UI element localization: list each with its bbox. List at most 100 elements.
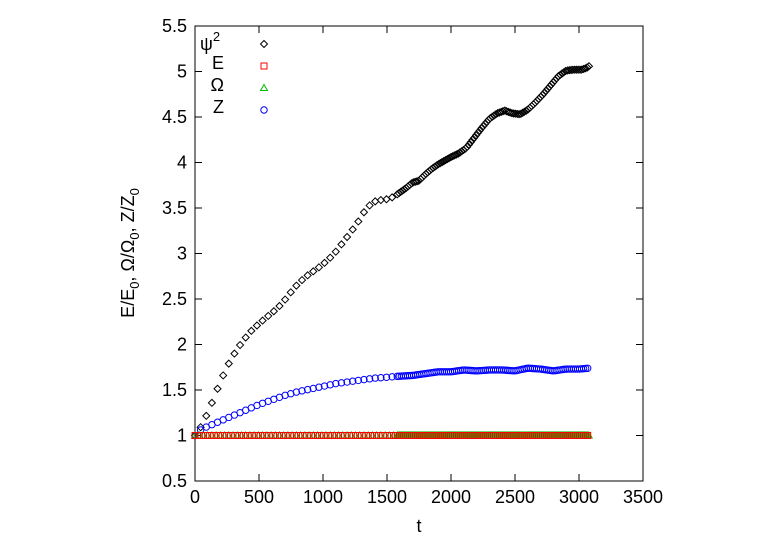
legend-marker-z [260,106,268,114]
data-point [269,307,279,316]
plot-frame [194,25,644,482]
data-point [288,432,296,439]
data-point [452,150,461,159]
data-point [455,148,465,157]
data-point [280,295,290,304]
data-point [337,379,346,387]
data-point [412,177,422,186]
data-point [230,349,239,358]
data-point [292,432,300,439]
data-point [264,311,273,321]
x-tick-label: 500 [244,487,274,507]
data-point [252,321,262,330]
data-point [381,432,389,439]
data-point [548,78,558,87]
legend-marker-e [260,62,268,70]
data-point [581,64,590,73]
data-point [486,113,495,123]
data-point [271,432,279,439]
data-point [235,340,245,350]
data-point [518,108,527,117]
data-point [195,432,203,439]
legend-marker-omega [259,83,269,91]
legend-label-psi2: ψ2 [200,29,220,54]
data-point [382,373,391,381]
x-tick-label: 2500 [495,487,535,507]
data-point [267,432,275,439]
data-point [547,80,556,89]
data-point [320,382,329,390]
data-point [539,88,549,98]
data-point [250,432,258,439]
data-point [554,71,563,81]
data-point [348,225,357,234]
data-point [212,432,220,439]
legend-symbol [259,39,269,49]
data-point [373,432,381,439]
x-tick-label: 3500 [623,487,663,507]
y-tick-label: 3 [177,244,187,264]
data-point [320,258,329,268]
x-tick-label: 2000 [431,487,471,507]
data-point [488,112,497,122]
data-point [436,158,445,168]
data-point [464,140,474,149]
data-point [263,432,271,439]
data-point [314,263,324,272]
data-point [359,208,369,217]
data-point [313,432,321,439]
data-point [457,147,466,156]
data-point [396,187,406,197]
y-tick-label: 4.5 [162,107,187,127]
data-point [213,384,222,393]
data-point [202,411,211,421]
data-point [584,432,592,439]
data-point [377,432,385,439]
y-tick-label: 0.5 [162,471,187,491]
data-point [473,128,483,138]
data-point [582,63,592,72]
series-layer [190,62,594,440]
data-point [520,107,529,116]
data-point [352,432,360,439]
x-axis-label: t [416,516,421,536]
data-point [516,109,526,119]
y-tick-label: 1.5 [162,380,187,400]
data-point [368,432,376,439]
data-point [360,432,368,439]
x-tick-label: 1500 [367,487,407,507]
data-point [233,432,241,439]
data-point [538,90,547,100]
data-point [275,301,284,311]
data-point [557,69,567,78]
legend-symbol [260,62,268,70]
legend-marker-psi2 [259,39,269,49]
data-point [428,163,438,173]
data-point [354,376,363,385]
data-point [410,177,420,186]
data-point [541,86,551,96]
data-point [246,432,254,439]
data-point [225,432,233,439]
data-point [545,82,554,91]
ticks-layer: 0 500 1000 1500 2000 2500 3000 3500 0.5 1 1.5 2 2.5 3… [162,16,663,507]
data-point [275,432,283,439]
legend-label-e: E [212,53,224,73]
data-point [430,162,440,171]
data-point [298,387,306,395]
series-psi2 [190,62,594,440]
data-point [354,217,363,226]
data-point [441,155,450,165]
data-point [326,381,334,389]
data-point [479,121,488,131]
data-point [570,65,579,74]
data-point [471,131,481,140]
y-tick-label: 5.5 [162,16,187,36]
data-point [446,152,456,162]
data-point [247,326,256,336]
data-point [199,432,207,439]
data-point [393,190,402,199]
y-tick-label: 4 [177,153,187,173]
data-point [514,109,524,119]
data-point [439,156,449,166]
